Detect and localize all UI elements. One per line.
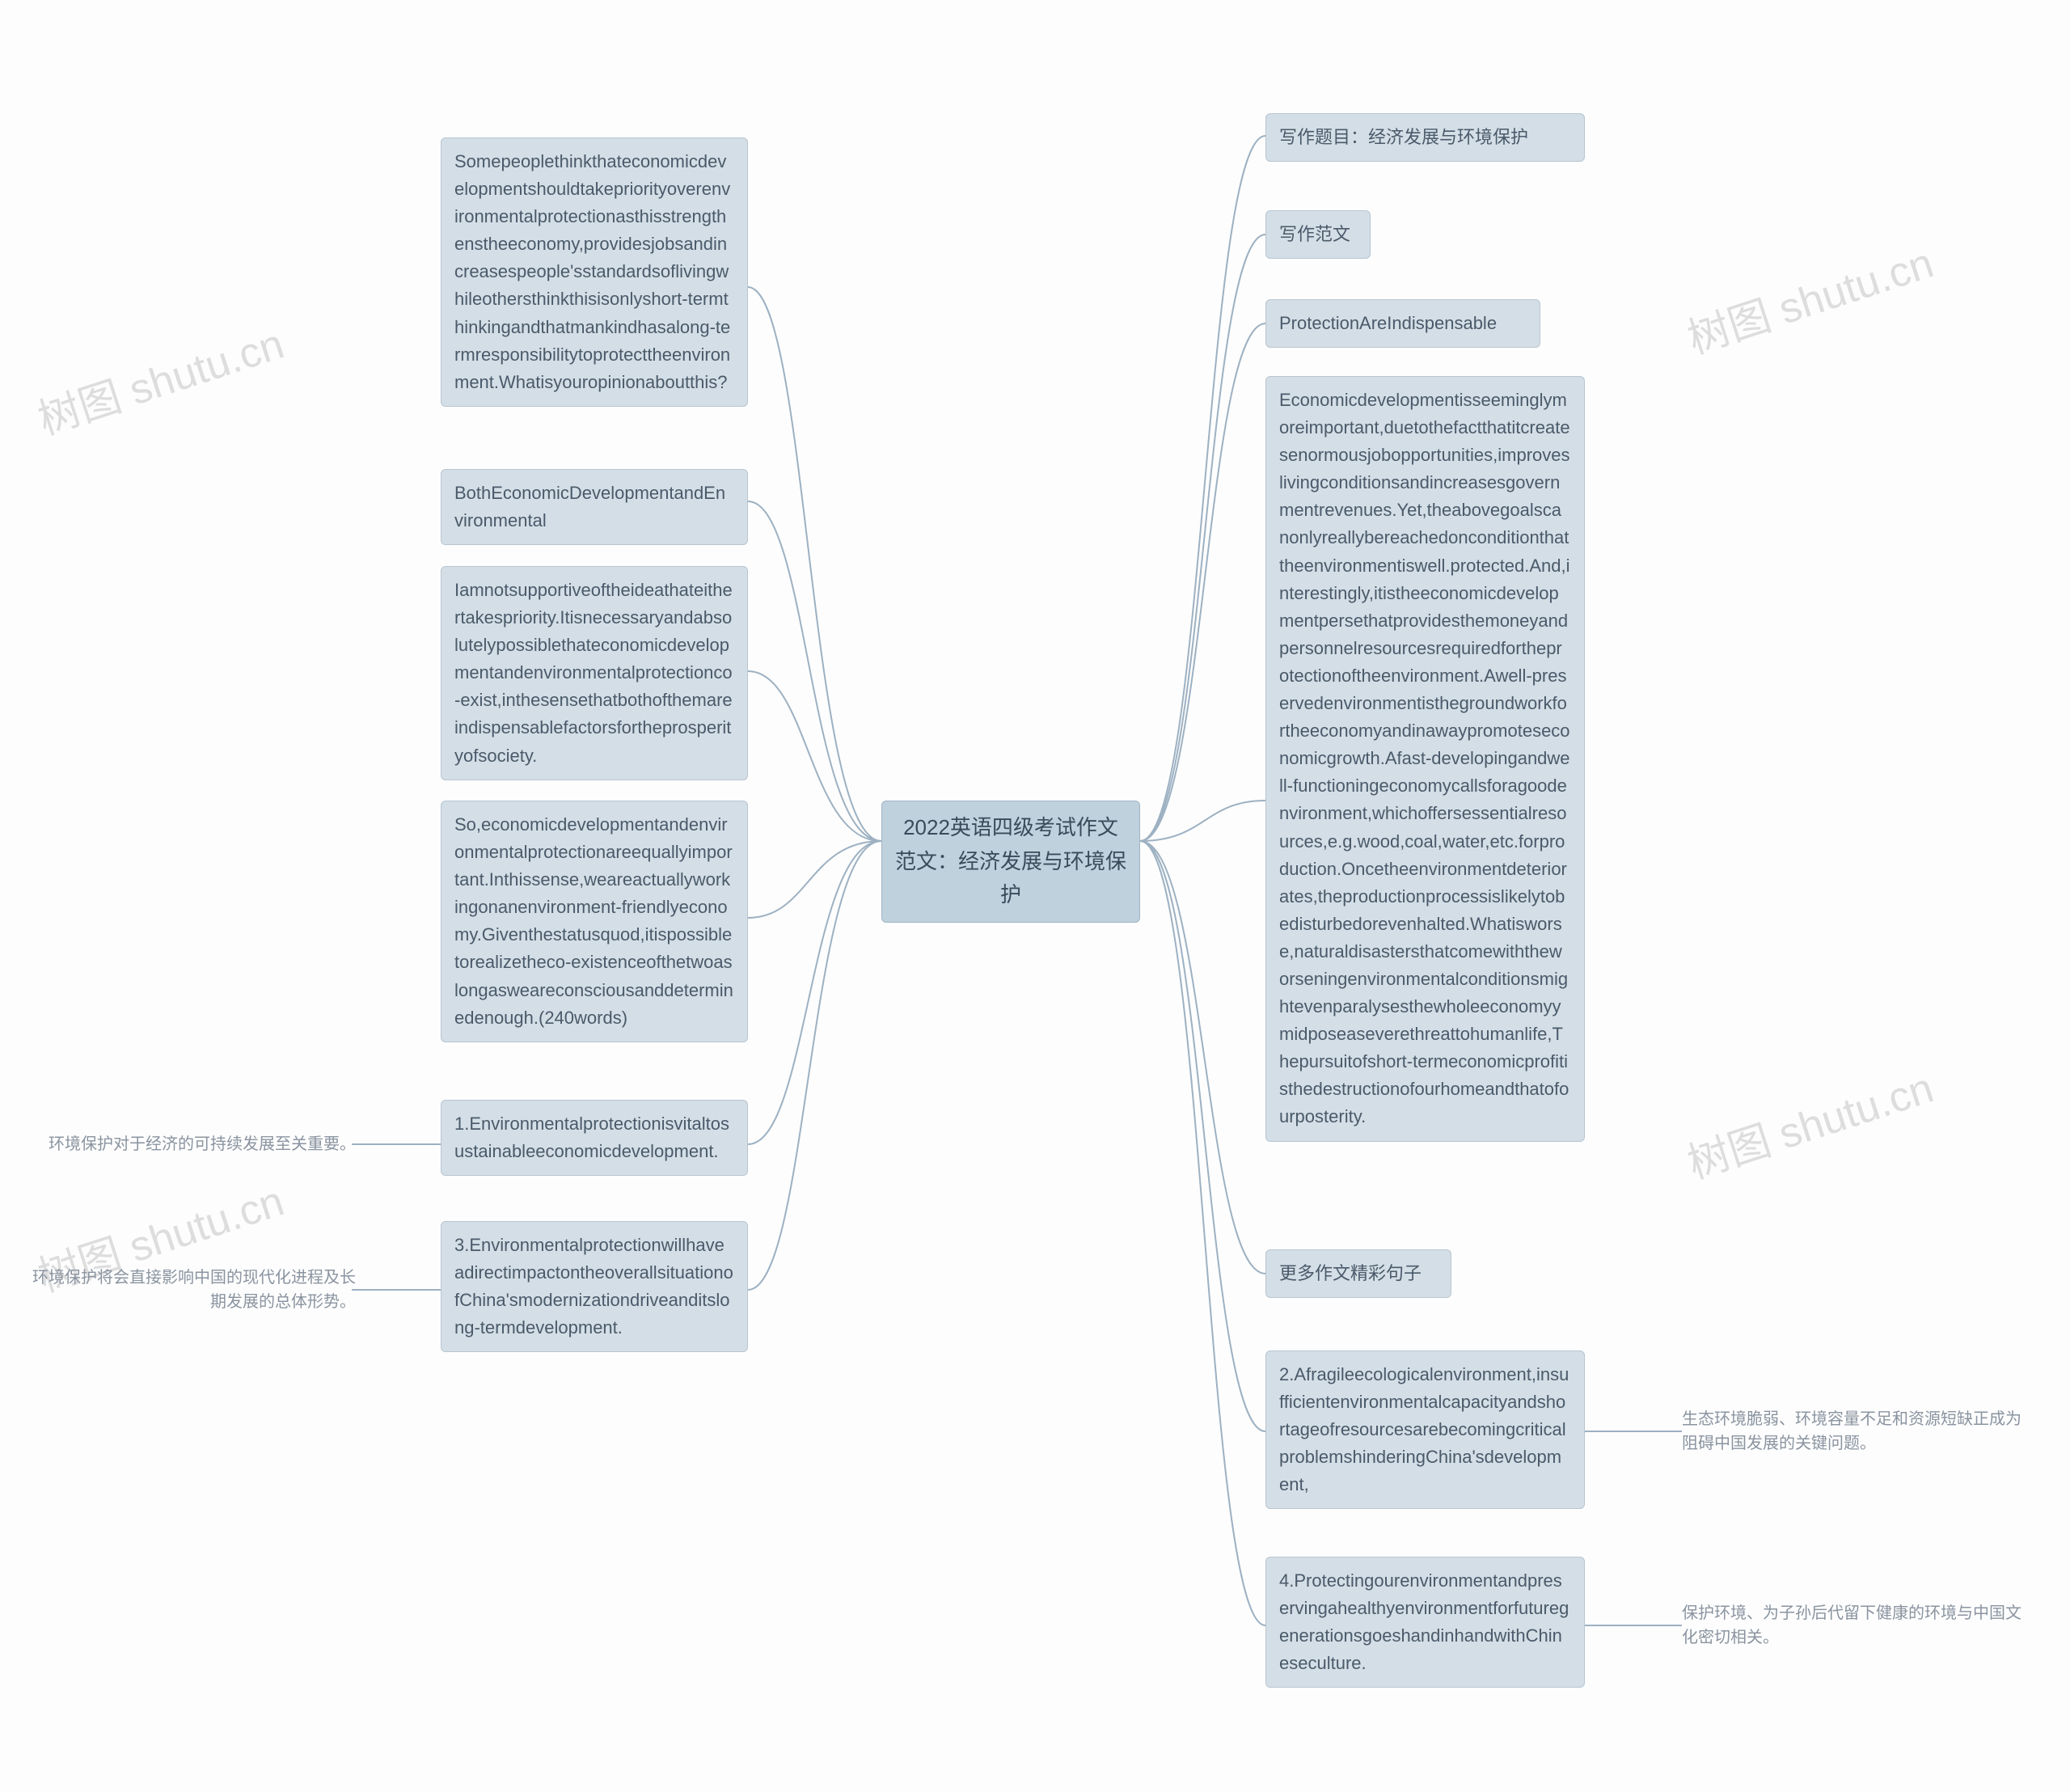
watermark: 树图 shutu.cn (1679, 1054, 1940, 1190)
watermark: 树图 shutu.cn (1679, 229, 1940, 366)
left-node-6[interactable]: 3.Environmentalprotectionwillhaveadirect… (441, 1221, 748, 1352)
left-node-2[interactable]: BothEconomicDevelopmentandEnvironmental (441, 469, 748, 545)
watermark: 树图 shutu.cn (29, 310, 290, 446)
left-node-6-label: 环境保护将会直接影响中国的现代化进程及长期发展的总体形势。 (32, 1266, 356, 1314)
right-node-7-label: 保护环境、为子孙后代留下健康的环境与中国文化密切相关。 (1682, 1601, 2030, 1650)
right-node-2[interactable]: 写作范文 (1265, 210, 1371, 259)
center-node[interactable]: 2022英语四级考试作文范文：经济发展与环境保护 (881, 801, 1140, 923)
left-node-1[interactable]: Somepeoplethinkthateconomicdevelopmentsh… (441, 137, 748, 407)
left-node-5[interactable]: 1.Environmentalprotectionisvitaltosustai… (441, 1100, 748, 1176)
right-node-4[interactable]: Economicdevelopmentisseeminglymoreimport… (1265, 376, 1585, 1142)
left-node-5-label: 环境保护对于经济的可持续发展至关重要。 (32, 1132, 356, 1156)
right-node-6-label: 生态环境脆弱、环境容量不足和资源短缺正成为阻碍中国发展的关键问题。 (1682, 1407, 2030, 1456)
right-node-5[interactable]: 更多作文精彩句子 (1265, 1249, 1451, 1298)
left-node-3[interactable]: Iamnotsupportiveoftheideathateithertakes… (441, 566, 748, 780)
left-node-4[interactable]: So,economicdevelopmentandenvironmentalpr… (441, 801, 748, 1042)
right-node-6[interactable]: 2.Afragileecologicalenvironment,insuffic… (1265, 1350, 1585, 1509)
right-node-7[interactable]: 4.Protectingourenvironmentandpreservinga… (1265, 1557, 1585, 1688)
right-node-3[interactable]: ProtectionAreIndispensable (1265, 299, 1540, 348)
right-node-1[interactable]: 写作题目：经济发展与环境保护 (1265, 113, 1585, 162)
